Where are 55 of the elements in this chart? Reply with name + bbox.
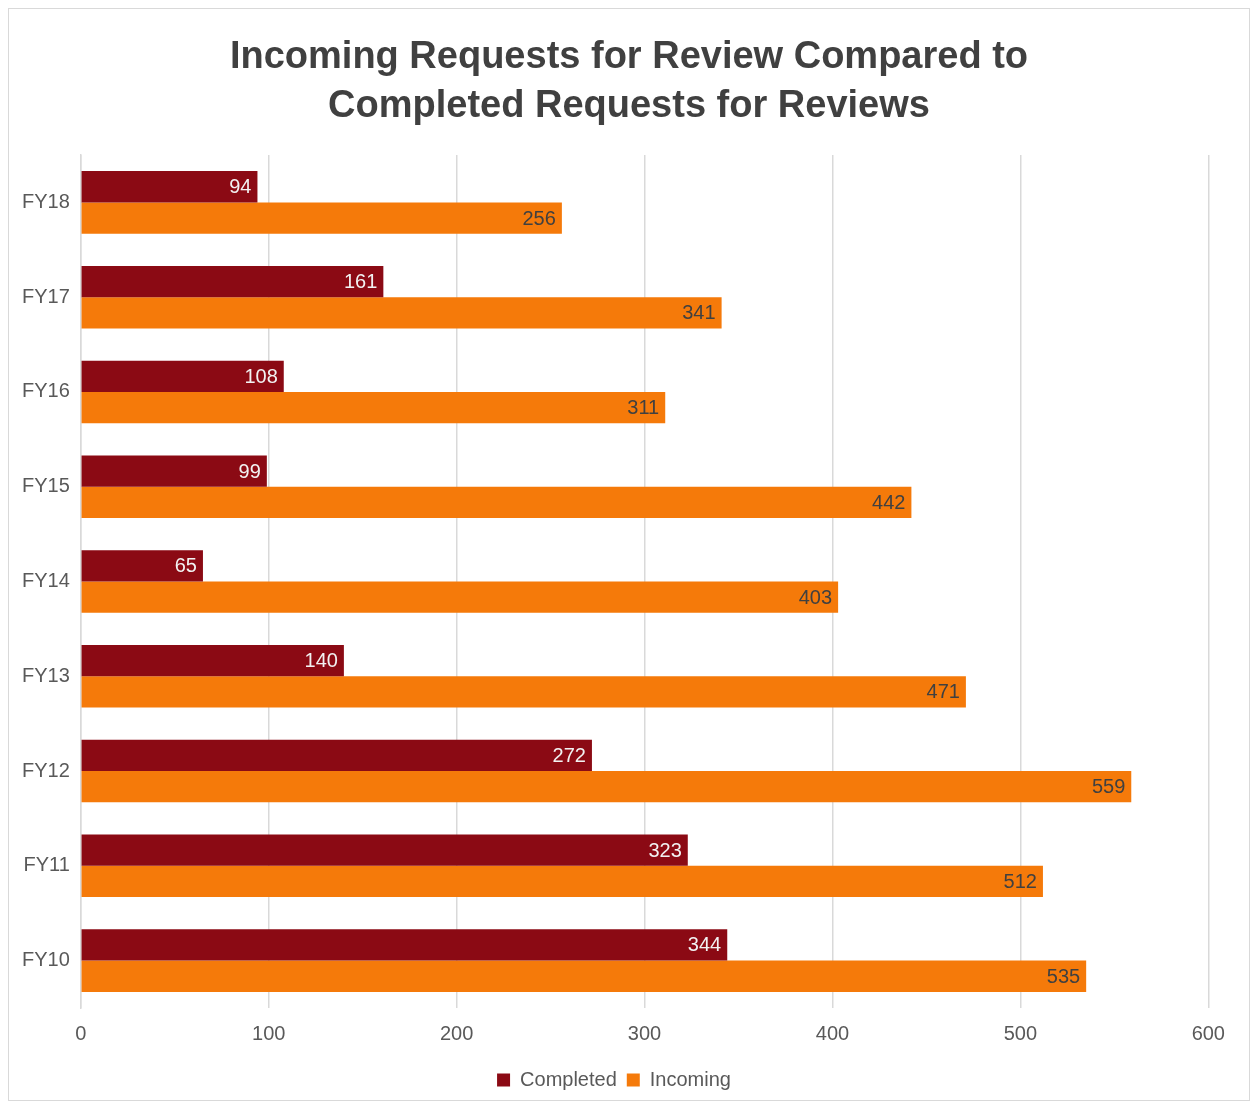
data-label: 108 — [244, 364, 278, 387]
y-tick-label: FY13 — [21, 663, 70, 686]
bar — [81, 296, 722, 329]
data-label: 341 — [682, 301, 716, 324]
data-label: 272 — [552, 743, 586, 766]
data-label: 94 — [229, 175, 252, 198]
bar — [81, 170, 258, 203]
bar — [81, 550, 203, 582]
y-tick-label: FY14 — [21, 568, 70, 591]
data-label: 471 — [926, 680, 960, 703]
x-tick-label: 300 — [627, 1021, 662, 1044]
data-label: 99 — [238, 459, 261, 482]
bar — [81, 391, 666, 423]
y-tick-label: FY16 — [21, 379, 70, 402]
bar — [81, 486, 912, 518]
bar — [81, 644, 344, 677]
chart-title: Incoming Requests for Review Compared to Completed Requests for Reviews — [228, 33, 1030, 128]
x-tick-label: 0 — [75, 1021, 87, 1044]
y-tick-label: FY12 — [21, 758, 70, 781]
data-label: 65 — [174, 554, 197, 577]
bar — [81, 770, 1132, 803]
data-label: 256 — [522, 206, 556, 229]
bar — [81, 581, 839, 613]
x-tick-label: 400 — [815, 1021, 850, 1044]
x-tick-label: 200 — [439, 1021, 474, 1044]
y-tick-label: FY10 — [21, 947, 70, 970]
data-label: 442 — [872, 490, 906, 513]
y-tick-label: FY17 — [21, 284, 70, 307]
data-label: 535 — [1046, 964, 1081, 987]
data-label: 344 — [687, 933, 722, 956]
data-label: 512 — [1003, 869, 1037, 892]
x-tick-label: 100 — [252, 1021, 286, 1044]
legend-label: Completed — [520, 1067, 617, 1090]
legend-label: Incoming — [649, 1067, 731, 1090]
data-label: 161 — [343, 269, 378, 292]
bar — [81, 202, 562, 234]
bar — [81, 929, 728, 961]
data-label: 140 — [304, 648, 338, 671]
y-tick-label: FY15 — [21, 474, 70, 497]
y-tick-label: FY18 — [21, 189, 70, 212]
data-label: 403 — [798, 585, 833, 608]
bar — [81, 455, 267, 487]
bar — [81, 739, 592, 771]
bar — [81, 265, 384, 297]
y-tick-label: FY11 — [23, 853, 70, 876]
bar — [81, 676, 966, 708]
bar — [81, 360, 284, 392]
bar — [81, 834, 688, 866]
x-tick-label: 500 — [1003, 1021, 1038, 1044]
bar — [81, 865, 1043, 897]
data-label: 311 — [627, 395, 660, 418]
bar — [81, 960, 1087, 992]
x-tick-label: 600 — [1191, 1021, 1225, 1044]
data-label: 323 — [648, 838, 682, 861]
data-label: 559 — [1091, 774, 1126, 797]
